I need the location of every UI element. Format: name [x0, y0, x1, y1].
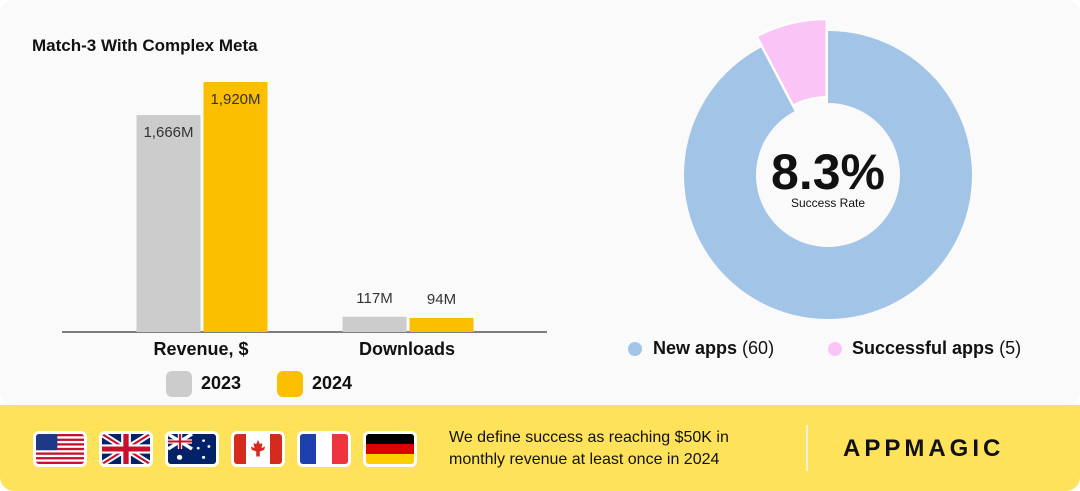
- category-label: Revenue, $: [153, 339, 248, 359]
- chart-title: Match-3 With Complex Meta: [32, 36, 258, 55]
- category-label: Downloads: [359, 339, 455, 359]
- uk-flag-icon: [99, 431, 153, 467]
- canada-flag-icon: [231, 431, 285, 467]
- us-flag-icon: [33, 431, 87, 467]
- legend-new-apps: New apps (60): [653, 338, 774, 359]
- bar-2024-1: [409, 318, 474, 332]
- germany-flag-icon: [363, 431, 417, 467]
- legend-label-2023: 2023: [201, 373, 242, 393]
- success-rate-value: 8.3%: [771, 144, 885, 200]
- appmagic-logo: APPMAGIC: [843, 435, 1005, 462]
- australia-flag-icon: [165, 431, 219, 467]
- footer-banner: We define success as reaching $50K in mo…: [0, 405, 1080, 491]
- footer-divider: [806, 425, 808, 471]
- legend-dot-new-apps: [628, 342, 642, 356]
- donut-chart: [683, 18, 973, 320]
- legend-swatch-2024: [277, 371, 303, 397]
- donut-slice-successful-apps: [755, 18, 828, 107]
- legend-successful-apps-label: Successful apps: [852, 338, 995, 358]
- bar-value-label: 117M: [356, 290, 392, 307]
- france-flag-icon: [297, 431, 351, 467]
- bar-chart: 1,666M 1,920M Revenue, $ 117M 94M Downloads: [62, 82, 547, 359]
- legend-dot-successful-apps: [828, 342, 842, 356]
- success-definition-note: We define success as reaching $50K in mo…: [449, 429, 729, 468]
- bar-2023-0: [136, 115, 201, 333]
- legend-successful-apps-count: (5): [999, 338, 1022, 358]
- bar-value-label: 1,920M: [210, 91, 260, 108]
- bar-value-label: 94M: [427, 291, 456, 308]
- bar-2023-1: [342, 316, 407, 332]
- bar-value-label: 1,666M: [143, 124, 193, 141]
- legend-successful-apps: Successful apps (5): [852, 338, 1021, 359]
- donut-slice-new-apps: [683, 31, 973, 320]
- bar-2024-0: [203, 82, 268, 332]
- legend-new-apps-label: New apps: [653, 338, 738, 358]
- legend-new-apps-count: (60): [742, 338, 775, 358]
- legend-label-2024: 2024: [312, 373, 353, 393]
- legend-swatch-2023: [166, 371, 192, 397]
- success-rate-label: Success Rate: [790, 196, 866, 210]
